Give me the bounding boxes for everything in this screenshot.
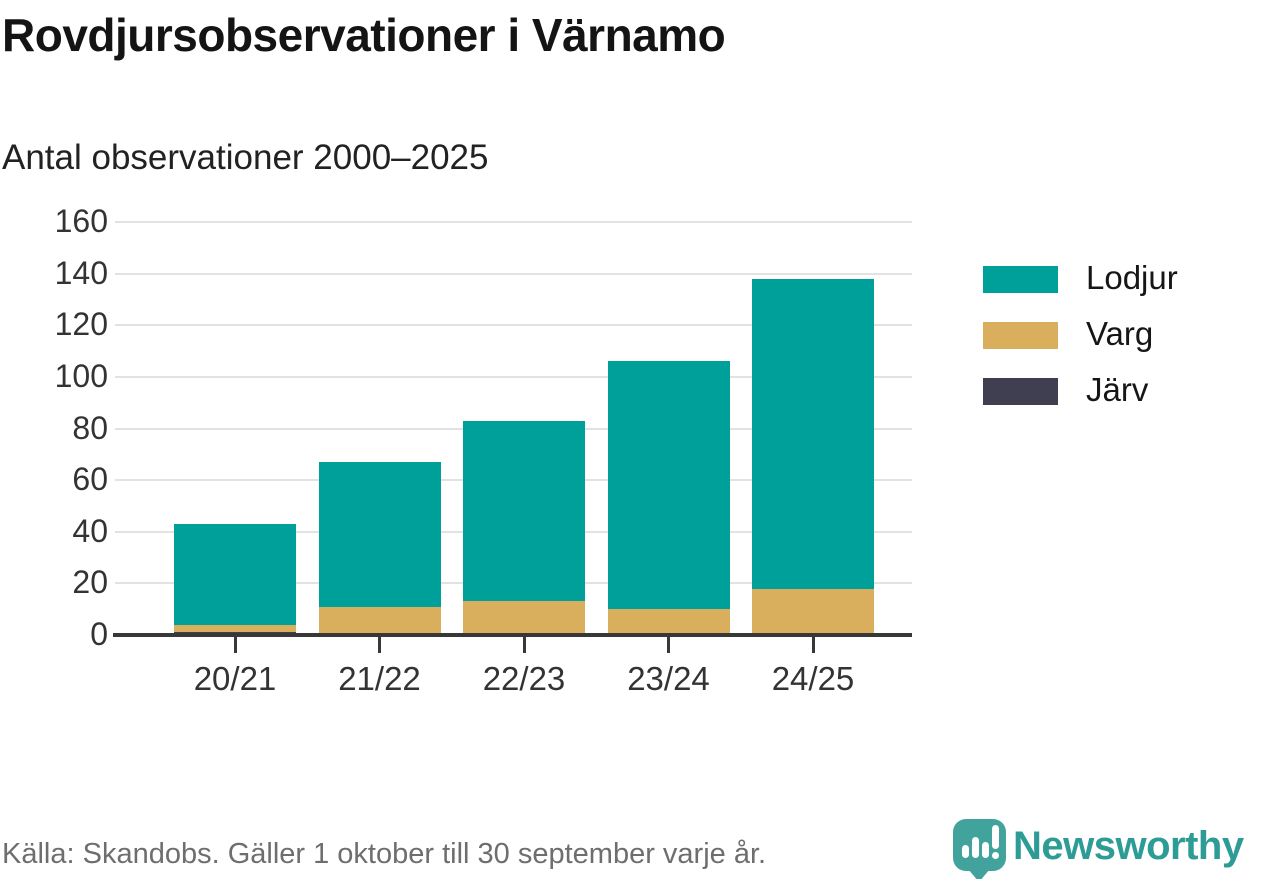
x-tick-label: 21/22 <box>338 660 421 697</box>
page-title: Rovdjursobservationer i Värnamo <box>2 9 726 61</box>
logo-chart-bar-icon <box>982 842 989 858</box>
legend-swatch-lodjur <box>983 266 1058 293</box>
y-tick-label: 120 <box>54 306 108 343</box>
x-tick-label: 22/23 <box>482 660 566 697</box>
bar-segment-lodjur-24-25 <box>752 278 874 589</box>
y-tick-label: 60 <box>72 461 108 498</box>
y-tick-label: 20 <box>72 564 108 601</box>
legend-swatch-järv <box>983 378 1058 405</box>
bar-segment-varg-22-23 <box>463 601 585 635</box>
gridline-y-120 <box>115 324 912 327</box>
y-tick-label: 140 <box>54 254 108 291</box>
bar-segment-lodjur-23-24 <box>607 361 730 610</box>
source-note: Källa: Skandobs. Gäller 1 oktober till 3… <box>2 838 767 870</box>
bar-segment-lodjur-21-22 <box>318 462 441 607</box>
legend-label-lodjur: Lodjur <box>1086 259 1178 296</box>
x-tick-label: 23/24 <box>627 660 710 697</box>
y-tick-label: 160 <box>54 203 108 239</box>
x-axis-line <box>113 633 912 637</box>
legend-swatch-varg <box>983 322 1058 349</box>
logo-chart-bar-icon <box>962 845 969 858</box>
legend-label-järv: Järv <box>1086 371 1149 408</box>
y-tick-label: 40 <box>72 512 108 549</box>
y-tick-label: 0 <box>90 616 108 652</box>
legend-label-varg: Varg <box>1086 315 1154 352</box>
gridline-y-140 <box>115 272 912 275</box>
y-tick-label: 100 <box>54 357 108 394</box>
bar-segment-varg-24-25 <box>752 588 874 635</box>
x-tick <box>233 637 237 653</box>
newsworthy-logo-icon <box>953 819 1007 879</box>
brand-name: Newsworthy <box>1013 824 1244 868</box>
logo-exclamation-icon <box>992 825 999 849</box>
x-tick <box>378 637 381 653</box>
bar-segment-varg-23-24 <box>607 609 730 635</box>
chart-subtitle: Antal observationer 2000–2025 <box>2 138 489 177</box>
gridline-y-160 <box>115 221 912 223</box>
gridline-y-100 <box>115 375 912 378</box>
x-tick-label: 20/21 <box>193 660 277 697</box>
x-tick <box>811 637 815 653</box>
bar-segment-varg-20-21 <box>174 624 296 633</box>
y-tick-label: 80 <box>72 409 108 446</box>
x-tick <box>522 637 526 653</box>
logo-speech-bubble-tail <box>968 869 990 879</box>
bar-segment-lodjur-22-23 <box>463 420 585 602</box>
x-tick-label: 24/25 <box>771 660 855 697</box>
logo-chart-bar-icon <box>972 837 979 858</box>
x-tick <box>667 637 670 653</box>
bar-segment-lodjur-20-21 <box>174 524 296 625</box>
bar-segment-varg-21-22 <box>318 606 441 635</box>
logo-exclamation-dot-icon <box>992 852 999 859</box>
